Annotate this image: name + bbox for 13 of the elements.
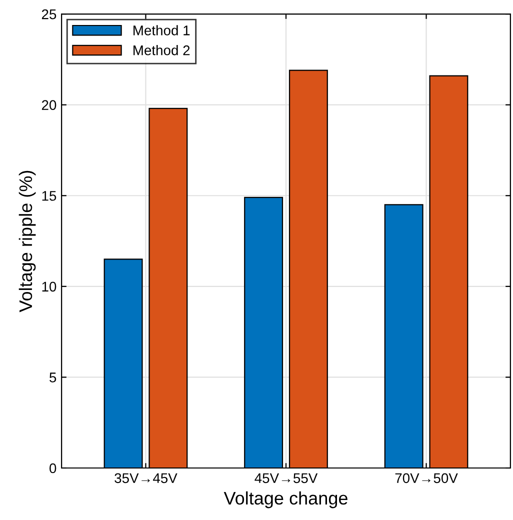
y-tick-label: 25 <box>42 9 56 20</box>
y-tick-label: 20 <box>42 100 56 110</box>
x-tick-label: 70V→50V <box>395 473 458 484</box>
x-tick-label: 35V→45V <box>114 473 178 484</box>
legend-label: Method 2 <box>134 45 190 56</box>
y-tick-label: 10 <box>42 282 56 292</box>
x-axis-title: Voltage change <box>224 491 348 508</box>
y-tick-label: 15 <box>42 191 56 201</box>
x-tick-label: 45V→55V <box>254 473 318 484</box>
legend-label: Method 1 <box>134 25 190 36</box>
y-tick-label: 5 <box>50 372 56 382</box>
y-tick-label: 0 <box>50 463 56 474</box>
y-axis-title: Voltage ripple (%) <box>18 170 36 312</box>
